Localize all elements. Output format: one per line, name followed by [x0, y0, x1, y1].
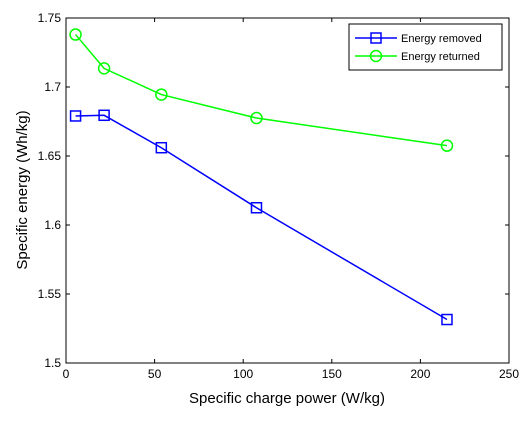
- y-axis-label: Specific energy (Wh/kg): [14, 110, 31, 269]
- x-tick-label: 0: [63, 367, 70, 381]
- data-point: [250, 202, 263, 214]
- y-tick-label: 1.5: [44, 356, 61, 370]
- plot-area: [66, 18, 509, 363]
- x-tick-label: 200: [410, 367, 430, 381]
- x-axis-label: Specific charge power (W/kg): [189, 390, 385, 407]
- data-point: [440, 139, 454, 152]
- legend-label: Energy removed: [401, 33, 482, 45]
- legend-box: [348, 23, 503, 71]
- data-point: [97, 62, 111, 75]
- data-point: [250, 111, 263, 125]
- legend-marker: [370, 32, 382, 44]
- y-tick-label: 1.6: [44, 218, 61, 232]
- data-point: [69, 28, 82, 41]
- y-tick-label: 1.65: [38, 149, 62, 163]
- plot-frame: [65, 17, 510, 364]
- axes: 0 50 100 150 200 250 1.5 1.55 1.6 1.65 1.7 1.75: [38, 11, 520, 381]
- data-point: [69, 110, 82, 122]
- data-point: [98, 109, 110, 122]
- series-line-1: [75, 114, 448, 321]
- x-tick-label: 50: [148, 367, 162, 381]
- x-tick-label: 150: [322, 367, 342, 381]
- data-point: [155, 141, 168, 154]
- y-tick-label: 1.75: [38, 11, 62, 25]
- data-point: [441, 313, 453, 326]
- x-tick-label: 100: [233, 367, 253, 381]
- series-line-2: [74, 34, 448, 147]
- y-tick-label: 1.55: [38, 287, 62, 301]
- legend: Energy removed Energy returned: [348, 23, 503, 71]
- series-layer: [69, 28, 454, 326]
- x-tick-label: 250: [499, 367, 519, 381]
- legend-marker: [369, 49, 383, 63]
- y-tick-label: 1.7: [44, 80, 61, 94]
- legend-label: Energy returned: [401, 51, 480, 63]
- data-point: [155, 88, 168, 101]
